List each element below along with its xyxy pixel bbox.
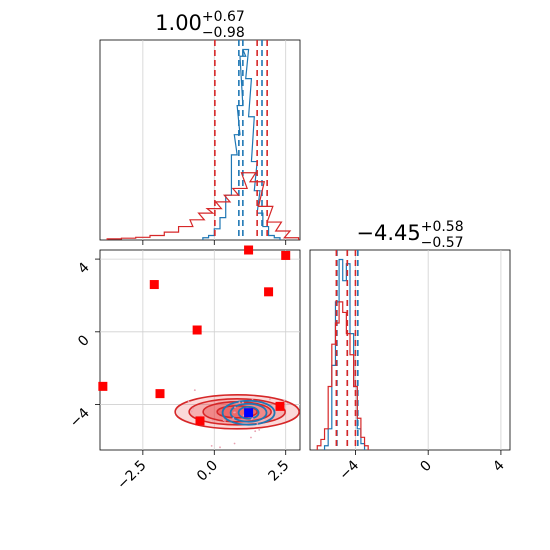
sample-dot [251, 398, 254, 400]
blue-density-contour [221, 399, 276, 426]
title-upper: +0.67 [202, 9, 245, 25]
sample-dot [287, 402, 289, 405]
scatter-marks [98, 245, 291, 426]
sample-dot [232, 417, 235, 420]
histogram-step-line [316, 301, 369, 450]
panel-title: −4.45+0.58 −0.57 [356, 219, 463, 251]
sample-dot [211, 419, 214, 422]
histogram-marks [106, 40, 300, 245]
sample-dot [190, 410, 193, 413]
scatter-panel-xy: −2.5 0.0 2.540−4 [67, 245, 301, 493]
sample-point [281, 250, 291, 260]
sample-dot [250, 418, 253, 421]
sample-dot [254, 430, 257, 433]
histogram-step-line [202, 48, 281, 240]
sample-dot [193, 389, 196, 392]
sample-point [244, 245, 254, 255]
blue-density-contour [237, 405, 260, 420]
title-upper: +0.58 [421, 219, 464, 235]
blue-density-contour [229, 402, 268, 423]
estimate-point [244, 408, 254, 418]
histogram-step-line [106, 172, 300, 240]
sample-dot [234, 406, 236, 409]
sample-dot [258, 428, 261, 431]
sample-dot [224, 420, 226, 422]
sample-dot [219, 446, 221, 449]
panel-frame [99, 39, 301, 241]
sample-point [264, 287, 274, 297]
sample-dot [268, 398, 271, 401]
sample-point [98, 381, 108, 391]
title-main: 1.00 [155, 11, 202, 35]
sample-point [192, 325, 202, 335]
sample-dot [187, 400, 190, 403]
sample-dot [238, 401, 241, 404]
sample-dot [233, 442, 236, 445]
title-lower: −0.98 [202, 25, 245, 41]
sample-dot [283, 399, 286, 402]
sample-dot [256, 423, 259, 425]
sample-dot [250, 436, 252, 439]
title-lower: −0.57 [421, 235, 464, 251]
histogram-panel-x: 1.00+0.67 −0.98 [99, 9, 301, 245]
panel-frame [309, 249, 511, 451]
sample-dot [192, 407, 195, 410]
sample-point [155, 389, 165, 399]
sample-point [275, 401, 285, 411]
sample-point [195, 416, 205, 426]
histogram-panel-y: −4 0 4 −4.45+0.58 −0.57 [309, 219, 511, 483]
histogram-step-line [323, 258, 366, 450]
sample-point [149, 280, 159, 290]
sample-dot [234, 411, 236, 414]
sample-dot [222, 419, 225, 422]
density-contours [174, 389, 300, 449]
title-main: −4.45 [356, 221, 420, 245]
panel-title: 1.00+0.67 −0.98 [155, 9, 245, 41]
histogram-marks [316, 250, 369, 450]
sample-dot [210, 444, 213, 447]
sample-dot [242, 401, 244, 404]
